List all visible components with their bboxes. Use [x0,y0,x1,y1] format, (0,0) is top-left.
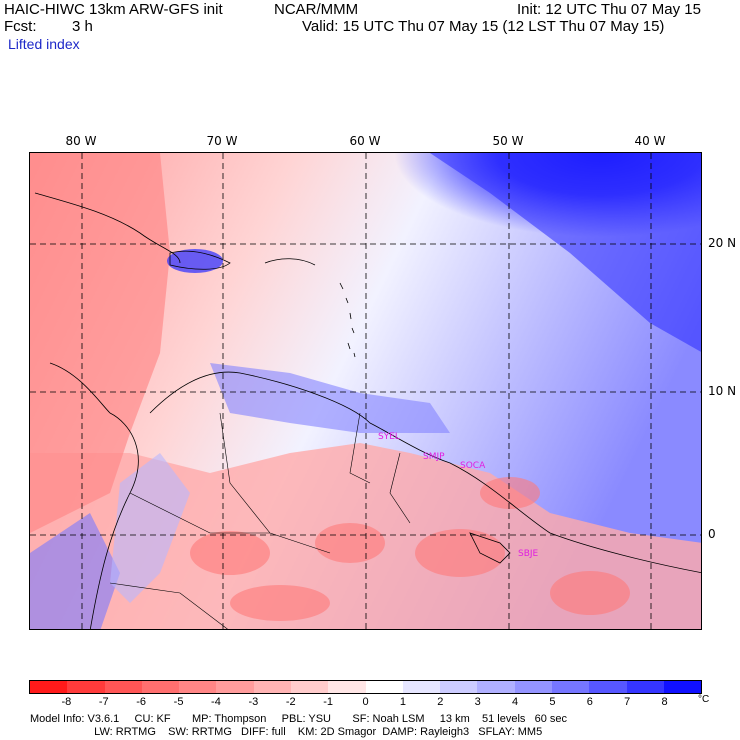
colorbar-tick-label: 3 [474,696,481,708]
lifted-index-map [29,152,702,630]
lon-label-80w: 80 W [65,134,97,148]
model-title: HAIC-HIWC 13km ARW-GFS init [4,1,223,18]
colorbar-swatch [179,681,217,693]
lat-lon-grid [30,153,701,629]
colorbar-swatch [67,681,105,693]
colorbar-tick-label: 8 [661,696,668,708]
andes-pacific-field [30,513,120,629]
field-name: Lifted index [8,36,80,52]
model-info-line-1: Model Info: V3.6.1 CU: KF MP: Thompson P… [30,713,567,725]
model-info-line-2: LW: RRTMG SW: RRTMG DIFF: full KM: 2D Sm… [30,726,543,738]
forecast-label: Fcst: [4,18,37,35]
colorbar-swatch [30,681,68,693]
colorbar-swatch [514,681,552,693]
organization-label: NCAR/MMM [274,1,359,18]
lat-label-10n: 10 N [708,384,737,398]
colorbar-swatch [104,681,142,693]
andes-inner-field [110,453,190,603]
station-sbje: SBJE [518,549,539,559]
station-smjp: SMJP [423,452,445,462]
lon-label-40w: 40 W [634,134,666,148]
colorbar-swatch [365,681,403,693]
colorbar-tick-label: -3 [248,696,259,708]
colorbar-unit: °C [698,694,710,705]
colorbar-swatch [663,681,702,693]
colorbar-swatch [477,681,515,693]
colorbar-tick-label: 6 [586,696,593,708]
map-field-canvas [30,153,701,629]
country-borders [109,412,411,629]
colorbar-tick-label: 7 [624,696,631,708]
colorbar-swatch [328,681,366,693]
lifted-index-colorbar [29,680,702,694]
colorbar-swatch [290,681,329,693]
colorbar-tick-label: 2 [437,696,444,708]
colorbar-swatch [141,681,180,693]
colorbar-tick-label: -8 [61,696,72,708]
colorbar-tick-label: 0 [362,696,369,708]
colorbar-tick-label: 5 [549,696,556,708]
colorbar-swatch [253,681,291,693]
hispaniola-blue-patch [167,249,223,273]
colorbar-swatch [440,681,478,693]
station-soca: SOCA [460,461,486,471]
south-america-speckles [190,477,630,621]
lon-label-50w: 50 W [492,134,524,148]
colorbar-tick-label: 1 [399,696,406,708]
colorbar-tick-label: -7 [98,696,109,708]
colorbar-tick-label: 4 [511,696,519,708]
colorbar-swatch [551,681,590,693]
atlantic-blue-core [430,153,701,352]
lat-label-20n: 20 N [708,236,737,250]
central-america-field [30,153,170,533]
forecast-value: 3 h [72,18,93,35]
colorbar-tick-label: -6 [136,696,147,708]
valid-time: Valid: 15 UTC Thu 07 May 15 (12 LST Thu … [302,18,665,35]
colorbar-swatch [626,681,664,693]
colorbar-tick-label: -5 [173,696,184,708]
colorbar-swatch [216,681,254,693]
colorbar-tick-label: -1 [323,696,333,708]
lesser-antilles [339,282,356,358]
init-time: Init: 12 UTC Thu 07 May 15 [517,1,701,18]
lon-label-60w: 60 W [349,134,381,148]
lon-label-70w: 70 W [206,134,238,148]
caribbean-blue-band [210,363,450,433]
station-syel: SYEL [378,432,400,442]
colorbar-tick-label: -4 [211,696,221,708]
colorbar-swatch [589,681,627,693]
colorbar-swatch [402,681,441,693]
colorbar-tick-label: -2 [285,696,296,708]
lat-label-equator: 0 [708,527,716,541]
